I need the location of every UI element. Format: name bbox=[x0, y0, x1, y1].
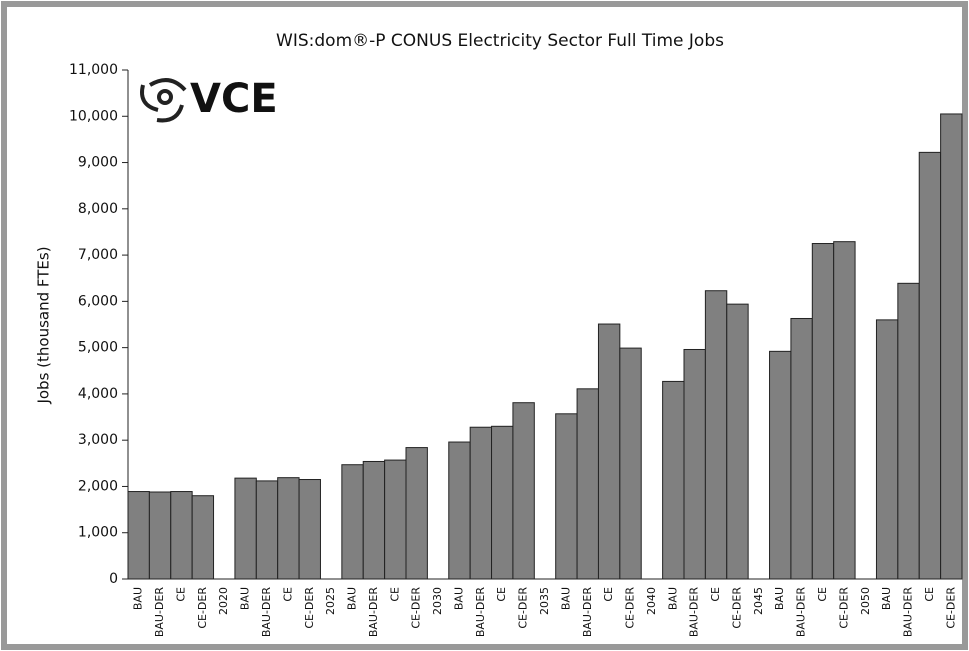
x-tick-label: 2040 bbox=[645, 587, 658, 615]
bar bbox=[769, 350, 792, 580]
y-tick-label: 9,000 bbox=[78, 155, 118, 171]
x-tick-label: 2020 bbox=[217, 587, 230, 615]
x-tick-label: CE bbox=[174, 587, 187, 602]
y-tick-label: 7,000 bbox=[78, 247, 118, 263]
y-tick-label: 5,000 bbox=[78, 340, 118, 356]
bar bbox=[662, 380, 685, 580]
bar bbox=[170, 491, 193, 580]
x-tick-label: BAU bbox=[132, 587, 145, 610]
bar bbox=[875, 319, 899, 580]
bar bbox=[384, 459, 407, 580]
bar bbox=[255, 480, 279, 580]
bar bbox=[704, 290, 728, 580]
bar bbox=[918, 151, 942, 580]
x-tick-label: CE-DER bbox=[730, 587, 743, 629]
x-tick-label: CE bbox=[709, 587, 722, 602]
bar bbox=[576, 388, 599, 580]
y-tick-label: 3,000 bbox=[78, 432, 118, 448]
y-tick-label: 1,000 bbox=[78, 525, 118, 541]
y-tick-label: 10,000 bbox=[69, 108, 118, 124]
x-tick-label: 2035 bbox=[538, 587, 551, 615]
bar bbox=[940, 113, 963, 580]
bar bbox=[362, 460, 386, 580]
x-tick-label: CE-DER bbox=[517, 587, 530, 629]
logo-icon bbox=[140, 78, 187, 123]
x-tick-label: BAU bbox=[346, 587, 359, 610]
x-tick-label: CE bbox=[923, 587, 936, 602]
bar bbox=[148, 491, 172, 580]
bar bbox=[597, 323, 621, 580]
x-tick-label: CE bbox=[495, 587, 508, 602]
x-tick-label: 2025 bbox=[324, 587, 337, 615]
bar bbox=[448, 441, 471, 580]
x-tick-label: BAU-DER bbox=[688, 587, 701, 638]
bar bbox=[127, 491, 150, 580]
y-tick-label: 11,000 bbox=[69, 62, 118, 78]
bar bbox=[897, 282, 920, 580]
x-tick-label: CE bbox=[602, 587, 615, 602]
x-tick-label: CE-DER bbox=[303, 587, 316, 629]
x-tick-label: CE bbox=[816, 587, 829, 602]
x-tick-label: BAU-DER bbox=[474, 587, 487, 638]
x-tick-label: 2030 bbox=[431, 587, 444, 615]
bar bbox=[277, 477, 300, 580]
bar bbox=[811, 243, 835, 580]
bar bbox=[491, 425, 514, 580]
bar bbox=[234, 477, 257, 580]
x-tick-label: BAU bbox=[773, 587, 786, 610]
y-tick-label: 4,000 bbox=[78, 386, 118, 402]
bar bbox=[191, 495, 215, 580]
x-tick-label: BAU-DER bbox=[153, 587, 166, 638]
x-tick-label: CE bbox=[388, 587, 401, 602]
bar bbox=[619, 347, 642, 580]
x-tick-label: BAU bbox=[452, 587, 465, 610]
x-tick-label: CE-DER bbox=[196, 587, 209, 629]
x-tick-label: BAU-DER bbox=[367, 587, 380, 638]
x-tick-label: 2045 bbox=[752, 587, 765, 615]
x-tick-label: 2050 bbox=[859, 587, 872, 615]
y-tick-label: 6,000 bbox=[78, 293, 118, 309]
x-tick-label: BAU-DER bbox=[260, 587, 273, 638]
bar bbox=[555, 413, 578, 580]
x-tick-label: BAU bbox=[666, 587, 679, 610]
x-tick-label: BAU bbox=[559, 587, 572, 610]
y-tick-label: 2,000 bbox=[78, 478, 118, 494]
bar bbox=[298, 479, 321, 580]
x-tick-label: CE bbox=[281, 587, 294, 602]
bar bbox=[790, 317, 813, 580]
x-tick-label: CE-DER bbox=[944, 587, 957, 629]
logo-text: VCE bbox=[190, 76, 278, 122]
y-tick-label: 8,000 bbox=[78, 201, 118, 217]
x-tick-label: BAU-DER bbox=[902, 587, 915, 638]
bar bbox=[405, 447, 428, 580]
y-tick-label: 0 bbox=[109, 571, 118, 587]
bar bbox=[341, 464, 364, 580]
x-tick-label: BAU-DER bbox=[795, 587, 808, 638]
chart-title: WIS:dom®-P CONUS Electricity Sector Full… bbox=[276, 31, 724, 51]
bar bbox=[683, 348, 706, 580]
bar bbox=[833, 241, 856, 580]
bar bbox=[469, 426, 493, 580]
x-tick-label: CE-DER bbox=[837, 587, 850, 629]
x-tick-label: CE-DER bbox=[410, 587, 423, 629]
x-tick-label: BAU bbox=[880, 587, 893, 610]
x-tick-label: BAU-DER bbox=[581, 587, 594, 638]
y-axis-label: Jobs (thousand FTEs) bbox=[35, 246, 53, 404]
bar bbox=[512, 402, 535, 580]
x-tick-label: CE-DER bbox=[624, 587, 637, 629]
bar bbox=[726, 303, 749, 580]
x-tick-label: BAU bbox=[239, 587, 252, 610]
